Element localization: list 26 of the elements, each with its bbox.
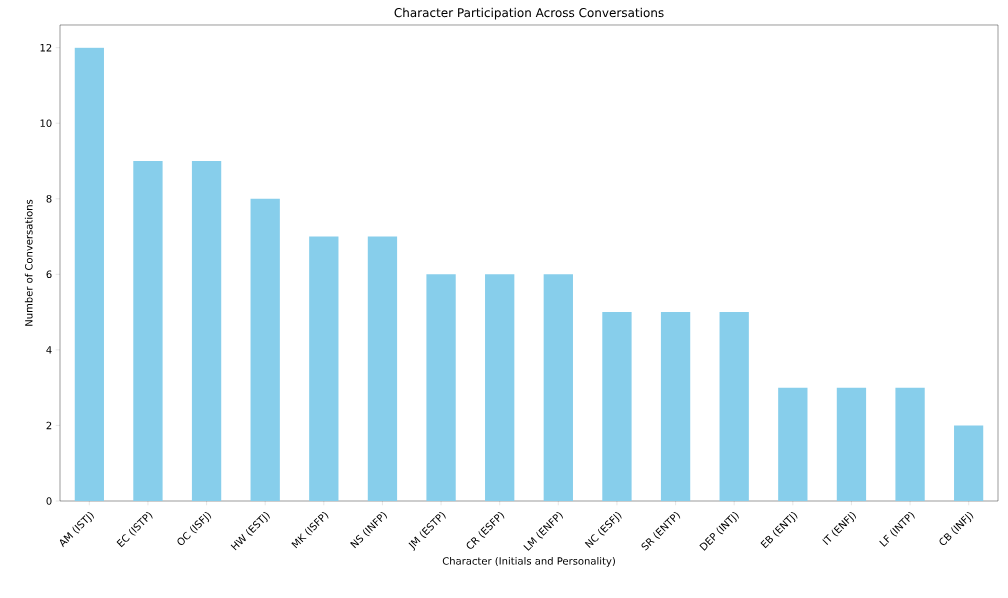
chart-title: Character Participation Across Conversations	[394, 7, 664, 20]
bar	[309, 236, 339, 501]
x-axis-title: Character (Initials and Personality)	[442, 557, 615, 567]
y-tick-label: 6	[46, 270, 52, 279]
bar	[836, 387, 867, 501]
y-tick-label: 10	[40, 119, 52, 127]
bar	[954, 425, 984, 501]
bar	[367, 236, 398, 501]
y-tick-label: 12	[40, 43, 52, 52]
bar	[660, 312, 691, 501]
bar	[133, 161, 163, 501]
y-tick-label: 2	[46, 421, 52, 430]
y-tick-label: 8	[46, 194, 52, 203]
bar	[719, 312, 749, 501]
y-tick-label: 0	[46, 497, 52, 505]
bar	[778, 387, 808, 501]
y-axis-title: Number of Conversations	[24, 199, 33, 326]
y-tick-label: 4	[46, 346, 52, 354]
bar	[426, 274, 456, 501]
bar	[191, 161, 222, 501]
bar	[895, 387, 925, 501]
bar	[602, 312, 632, 501]
bar	[543, 274, 573, 501]
bar	[74, 47, 104, 501]
bar	[250, 198, 280, 501]
bar	[485, 274, 515, 501]
